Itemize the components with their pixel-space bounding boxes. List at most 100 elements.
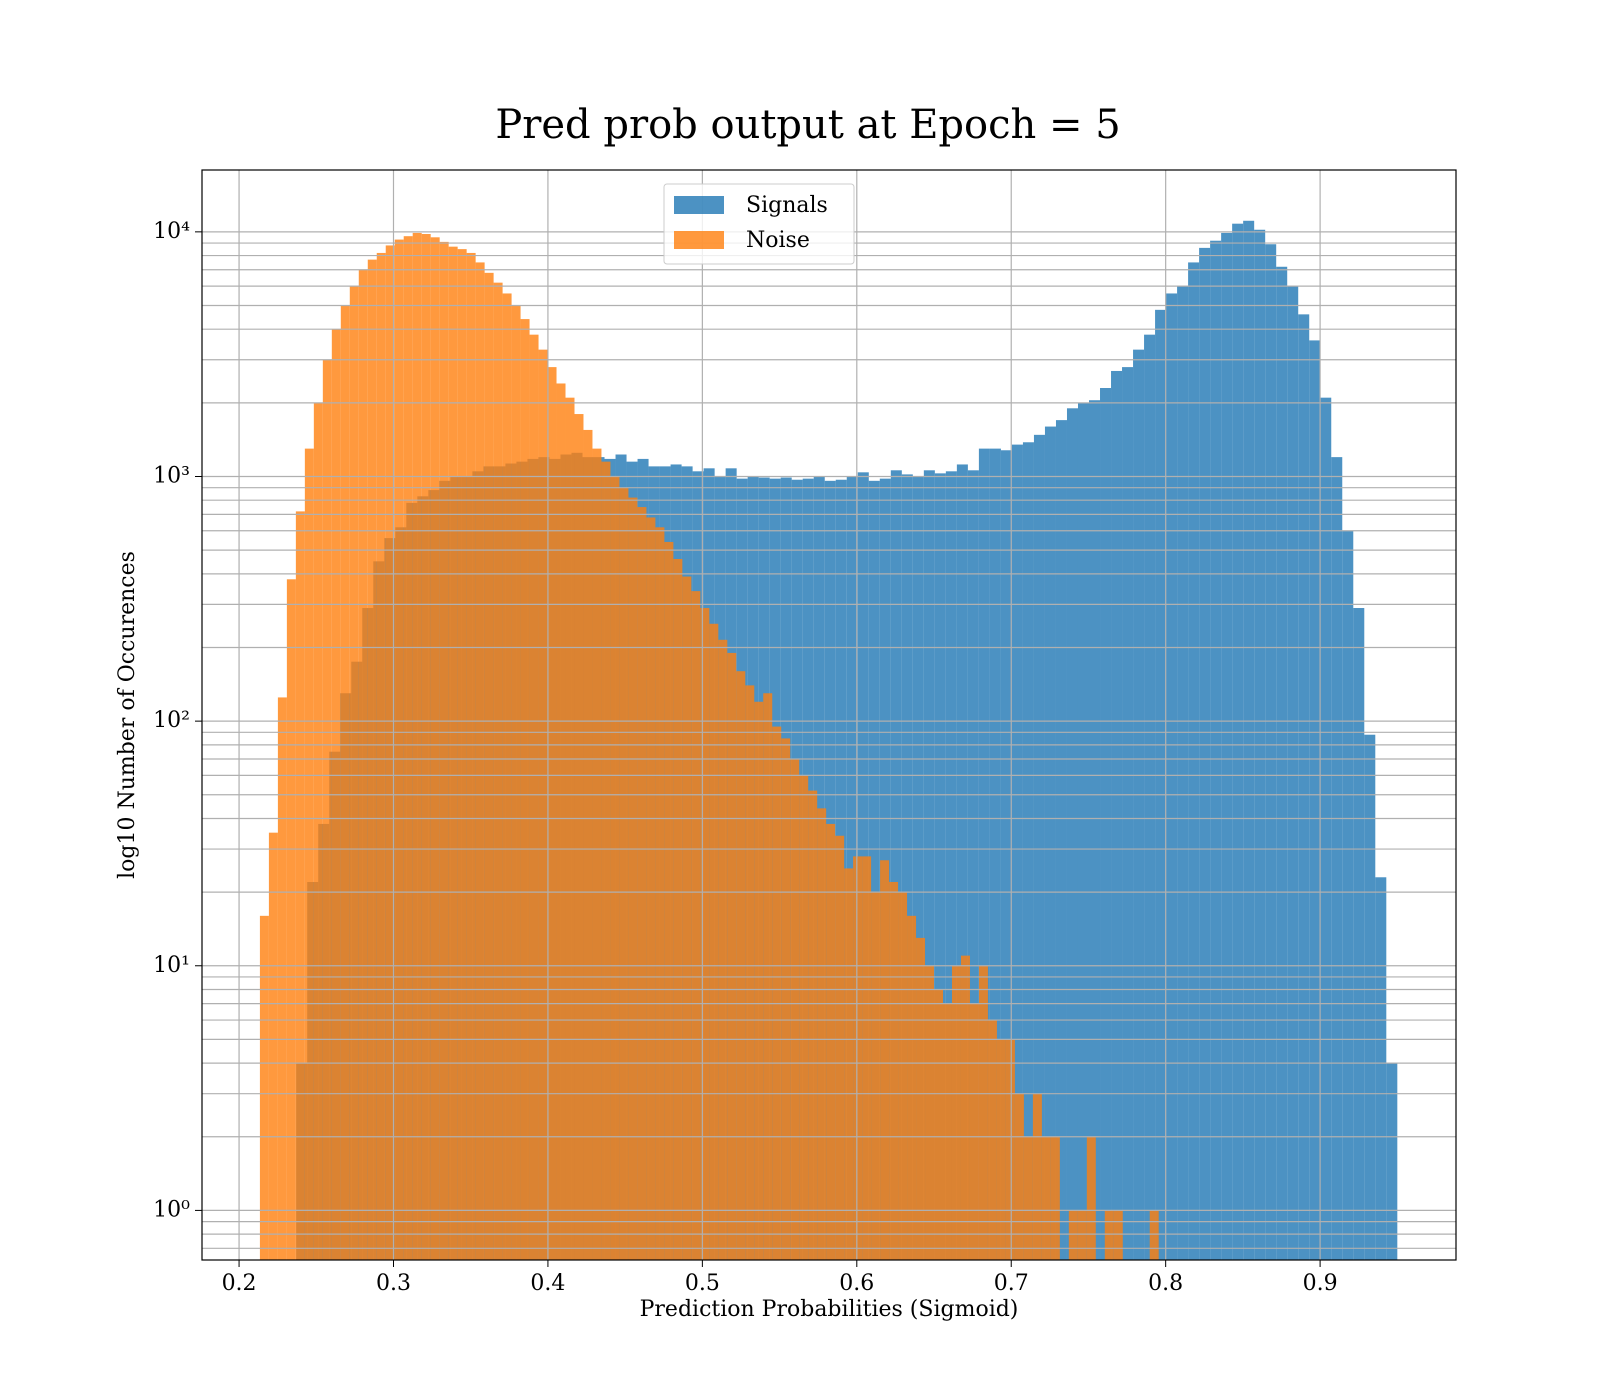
bar <box>277 697 287 1260</box>
bar <box>1331 457 1343 1260</box>
bar <box>1232 223 1244 1261</box>
bar <box>967 470 979 1260</box>
bar <box>403 236 413 1260</box>
bar <box>1089 400 1101 1261</box>
bar <box>511 305 521 1261</box>
bar <box>889 881 899 1260</box>
bar <box>394 239 404 1260</box>
bar <box>1033 434 1045 1260</box>
bar <box>1011 444 1023 1260</box>
bar <box>901 474 913 1260</box>
bar <box>457 249 467 1260</box>
bar <box>304 448 314 1261</box>
bar <box>583 429 593 1260</box>
x-tick-label: 0.9 <box>1303 1271 1338 1296</box>
bar <box>601 461 611 1260</box>
bar <box>996 1039 1006 1260</box>
bar <box>412 232 422 1261</box>
bar <box>846 476 858 1260</box>
bar <box>1086 1136 1096 1260</box>
bar <box>781 738 791 1260</box>
bar <box>835 835 845 1260</box>
bar <box>1342 530 1354 1260</box>
bar <box>259 915 269 1260</box>
bar <box>1166 293 1178 1261</box>
bar <box>268 832 278 1260</box>
x-tick-label: 0.5 <box>685 1271 720 1296</box>
bar <box>1044 426 1056 1260</box>
bar <box>664 541 674 1260</box>
x-tick-label: 0.4 <box>530 1271 565 1296</box>
chart-title: Pred prob output at Epoch = 5 <box>495 102 1120 148</box>
bar <box>1155 309 1167 1260</box>
bar <box>538 349 548 1260</box>
bar <box>385 245 395 1260</box>
legend-swatch <box>674 231 724 249</box>
bar <box>934 989 944 1260</box>
legend-label: Noise <box>746 228 810 253</box>
bar <box>430 237 440 1261</box>
x-tick-label: 0.8 <box>1148 1271 1183 1296</box>
bar <box>978 448 990 1261</box>
plot-frame <box>201 169 1457 1261</box>
bar <box>610 476 620 1260</box>
bar <box>1309 340 1321 1260</box>
bar <box>493 282 503 1261</box>
bar <box>1023 1136 1033 1260</box>
bar <box>808 790 818 1260</box>
bar <box>421 234 431 1261</box>
bar <box>1375 877 1387 1260</box>
bar <box>439 241 449 1260</box>
bar <box>475 262 485 1260</box>
bar <box>1100 388 1112 1261</box>
bar <box>898 892 908 1260</box>
bar <box>871 892 881 1260</box>
bar <box>890 470 902 1260</box>
bar <box>1265 244 1277 1260</box>
bar <box>853 856 863 1260</box>
bar <box>956 464 968 1260</box>
bar <box>340 305 350 1261</box>
bar <box>349 286 359 1260</box>
bar <box>754 701 764 1260</box>
bar <box>313 402 323 1260</box>
bar <box>1066 408 1078 1260</box>
bar <box>1298 314 1310 1260</box>
bar <box>826 823 836 1260</box>
bar <box>969 1003 979 1260</box>
bar <box>951 965 961 1260</box>
bar <box>547 367 557 1260</box>
bar <box>637 507 647 1261</box>
bar <box>1068 1210 1078 1260</box>
legend-swatch <box>674 196 724 214</box>
bar <box>1364 734 1376 1260</box>
bar <box>529 334 539 1260</box>
x-tick-label: 0.6 <box>839 1271 874 1296</box>
bar <box>934 473 946 1260</box>
y-tick-label: 10¹ <box>153 953 190 978</box>
bar <box>628 497 638 1260</box>
bar <box>646 517 656 1260</box>
bar <box>619 487 629 1260</box>
bar <box>1077 402 1090 1260</box>
y-tick-label: 10² <box>153 708 190 733</box>
bar <box>592 448 602 1261</box>
bar <box>1386 1063 1398 1260</box>
bar <box>1188 262 1200 1260</box>
bar <box>790 759 800 1260</box>
bar <box>466 252 476 1260</box>
y-tick-label: 10³ <box>153 463 190 488</box>
bar <box>923 470 935 1260</box>
bar <box>673 558 683 1260</box>
y-tick-label: 10⁰ <box>153 1197 190 1222</box>
bar <box>817 808 827 1260</box>
bar <box>376 252 386 1260</box>
bar <box>682 576 692 1260</box>
y-tick-label: 10⁴ <box>153 219 190 244</box>
bar <box>727 652 737 1260</box>
bar <box>989 448 1001 1261</box>
bar <box>1149 1210 1159 1260</box>
x-tick-label: 0.7 <box>994 1271 1029 1296</box>
bar <box>1210 240 1222 1261</box>
bar <box>1050 1136 1060 1260</box>
